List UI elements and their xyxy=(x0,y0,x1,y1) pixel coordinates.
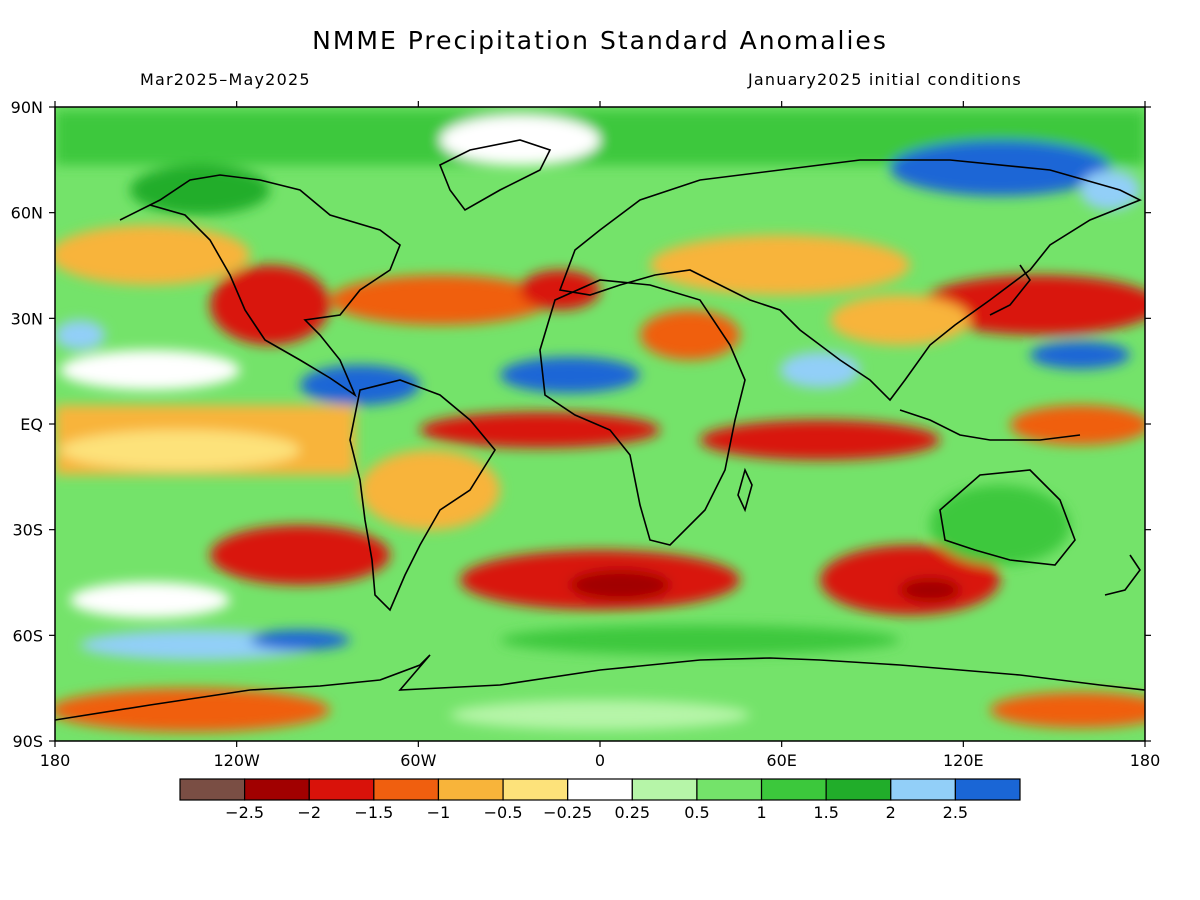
colorbar-swatch xyxy=(502,778,569,801)
lat-tick-label: 60S xyxy=(12,626,43,645)
lon-tick-label: 120E xyxy=(943,751,984,770)
colorbar-swatch xyxy=(825,778,892,801)
colorbar-swatch xyxy=(631,778,698,801)
colorbar-label: −0.5 xyxy=(484,803,523,822)
colorbar-label: 0.25 xyxy=(614,803,650,822)
lon-tick-label: 60W xyxy=(400,751,436,770)
lat-tick-label: EQ xyxy=(20,415,43,434)
lat-tick-label: 30S xyxy=(12,521,43,540)
coastlines xyxy=(55,139,1145,721)
colorbar-swatch xyxy=(696,778,763,801)
colorbar-label: −1 xyxy=(427,803,451,822)
colorbar-label: 2.5 xyxy=(943,803,968,822)
lat-tick-label: 90S xyxy=(12,732,43,751)
anomaly-field xyxy=(55,107,1145,741)
lon-tick-label: 60E xyxy=(766,751,796,770)
lat-tick-label: 90N xyxy=(11,98,43,117)
colorbar-label: 2 xyxy=(886,803,896,822)
colorbar-label: −0.25 xyxy=(543,803,592,822)
lat-tick-label: 60N xyxy=(11,204,43,223)
lon-tick-label: 120W xyxy=(213,751,260,770)
valid-period: Mar2025–May2025 xyxy=(140,70,311,89)
colorbar-label: 1.5 xyxy=(813,803,838,822)
lon-tick-label: 0 xyxy=(595,751,605,770)
colorbar-swatch xyxy=(373,778,440,801)
lat-tick-label: 30N xyxy=(11,309,43,328)
colorbar-swatch xyxy=(308,778,375,801)
lon-tick-label: 180 xyxy=(1130,751,1161,770)
colorbar-label: 0.5 xyxy=(684,803,709,822)
colorbar-label: −2.5 xyxy=(225,803,264,822)
lon-tick-label: 180 xyxy=(40,751,71,770)
colorbar-label: −1.5 xyxy=(354,803,393,822)
colorbar-swatch xyxy=(244,778,310,801)
chart-title: NMME Precipitation Standard Anomalies xyxy=(312,26,888,55)
colorbar-swatch xyxy=(890,778,956,801)
colorbar: −2.5 −2 −1.5 −1 −0.5 −0.25 0.25 0.5 1 1.5 2 2.5 xyxy=(179,778,1021,822)
colorbar-swatch xyxy=(954,778,1021,801)
colorbar-swatch xyxy=(437,778,504,801)
initial-conditions: January2025 initial conditions xyxy=(748,70,1022,89)
colorbar-label: −2 xyxy=(297,803,321,822)
colorbar-label: 1 xyxy=(756,803,766,822)
colorbar-swatch xyxy=(179,778,246,801)
colorbar-swatch xyxy=(567,778,633,801)
colorbar-swatch xyxy=(760,778,827,801)
